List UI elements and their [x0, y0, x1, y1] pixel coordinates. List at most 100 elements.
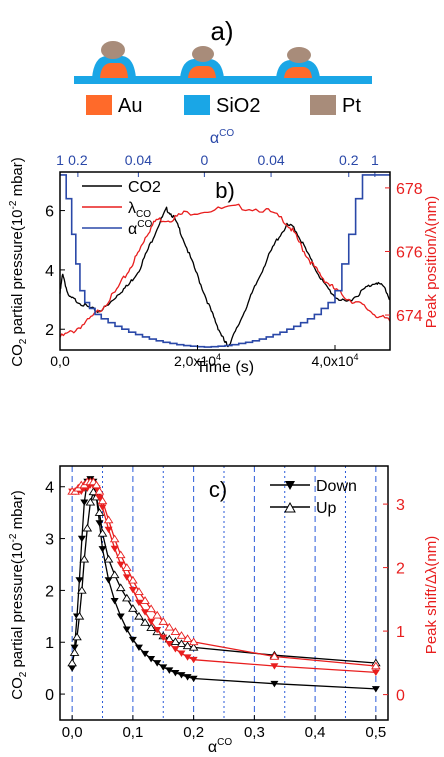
- pt-swatch: [310, 95, 336, 115]
- marker-down: [159, 634, 168, 642]
- top-tick-label: 0: [200, 152, 208, 168]
- series-lambda-line: [59, 203, 391, 338]
- marker-up: [94, 486, 105, 495]
- sio2-substrate: [74, 76, 372, 84]
- marker-down: [70, 644, 79, 652]
- marker-up: [170, 637, 181, 645]
- panel-a-label: a): [210, 16, 233, 46]
- panel-c-legend: Down Up: [270, 478, 357, 517]
- x-tick-label: 0,0: [62, 724, 83, 741]
- au-swatch: [86, 95, 112, 115]
- y-right-tick-label: 678: [396, 181, 423, 198]
- marker-up: [97, 528, 108, 537]
- panel-b-legend: CO2 λCO αCO: [82, 179, 161, 238]
- panel-a-legend: Au SiO2 Pt: [86, 95, 361, 117]
- panel-a: a) Au SiO2 Pt: [74, 16, 372, 117]
- legend-marker-down: [285, 481, 295, 490]
- marker-down: [128, 636, 137, 644]
- marker-down: [371, 669, 380, 676]
- pt-particle: [287, 47, 311, 63]
- y-left-tick-label: 3: [45, 532, 54, 549]
- y-right-ticks: 674 676 678: [385, 181, 423, 325]
- marker-up: [152, 610, 162, 619]
- marker-down: [171, 646, 180, 653]
- marker-down: [104, 577, 113, 584]
- marker-down: [141, 609, 150, 616]
- x-tick-label: 0,5: [365, 724, 386, 741]
- series-layer: [67, 476, 381, 693]
- y-right-tick-label: 674: [396, 308, 423, 325]
- marker-down: [177, 650, 186, 657]
- legend-marker-up: [284, 501, 296, 513]
- top-axis-label: αCO: [210, 128, 234, 147]
- marker-up: [182, 641, 193, 650]
- x-axis-label: αCO: [208, 737, 232, 756]
- marker-up: [128, 575, 138, 584]
- x-axis-label: Time (s): [196, 359, 254, 376]
- marker-up: [79, 554, 90, 563]
- x-tick-label: 0,0: [50, 353, 70, 369]
- nanostructure-1: [92, 41, 136, 78]
- y-right-tick-label: 3: [396, 497, 405, 514]
- marker-down: [77, 535, 86, 543]
- marker-down: [153, 660, 162, 667]
- marker-up: [97, 496, 108, 505]
- marker-up: [146, 623, 156, 631]
- marker-up: [115, 583, 126, 592]
- series-alpha-steps: [60, 174, 390, 348]
- x-tick-label: 0,1: [122, 724, 143, 741]
- marker-up: [140, 618, 150, 626]
- x-tick-label: 2,0x104: [174, 352, 221, 369]
- marker-up: [188, 642, 199, 651]
- y-left-tick-label: 2: [45, 583, 54, 600]
- nanostructure-3: [276, 47, 320, 78]
- x-tick-label: 0,4: [305, 724, 326, 741]
- series-co2-line: [59, 206, 391, 348]
- marker-up: [82, 523, 93, 532]
- marker-up: [176, 631, 187, 639]
- au-core: [284, 67, 312, 78]
- pt-particle: [101, 41, 125, 59]
- sio2-swatch: [184, 95, 210, 115]
- marker-up: [74, 611, 85, 620]
- marker-up: [67, 658, 77, 667]
- marker-down: [171, 670, 180, 677]
- marker-down: [189, 656, 198, 664]
- sio2-label: SiO2: [216, 95, 260, 117]
- marker-down: [189, 675, 198, 683]
- top-tick-label: 1: [56, 152, 64, 168]
- y-left-ticks: 0 1 2 3 4: [45, 480, 65, 704]
- marker-down: [116, 561, 125, 569]
- y-left-ticks: 2 4 6: [45, 204, 65, 339]
- marker-up: [72, 632, 82, 641]
- panel-b-label: b): [215, 178, 235, 203]
- x-tick-label: 0,3: [244, 724, 265, 741]
- panel-c-label: c): [209, 477, 227, 502]
- plot-frame: [59, 171, 391, 351]
- marker-down: [80, 499, 89, 506]
- y-right-label: Peak shift/Δλ(nm): [423, 536, 440, 654]
- marker-up: [122, 593, 132, 602]
- au-core: [100, 63, 128, 78]
- marker-up: [109, 534, 120, 543]
- marker-up: [94, 508, 105, 516]
- pt-label: Pt: [342, 95, 361, 117]
- marker-up: [77, 585, 87, 594]
- nanostructure-2: [180, 46, 224, 78]
- marker-up: [371, 661, 381, 670]
- top-tick-label: 0.2: [68, 152, 88, 168]
- marker-down: [98, 546, 107, 553]
- legend-label-up: Up: [316, 500, 337, 517]
- marker-up: [176, 639, 187, 648]
- x-axis-ticks: 0,0 2,0x104 4,0x104: [50, 345, 359, 369]
- au-label: Au: [118, 95, 142, 117]
- marker-up: [115, 550, 126, 559]
- y-left-tick-label: 4: [45, 263, 54, 280]
- pt-particle: [192, 46, 214, 62]
- legend-label-alpha: αCO: [128, 219, 152, 238]
- top-tick-label: 0.2: [339, 152, 359, 168]
- marker-up: [103, 554, 114, 563]
- marker-down: [153, 627, 162, 634]
- marker-down: [134, 599, 143, 607]
- legend-label-co2: CO2: [128, 179, 161, 196]
